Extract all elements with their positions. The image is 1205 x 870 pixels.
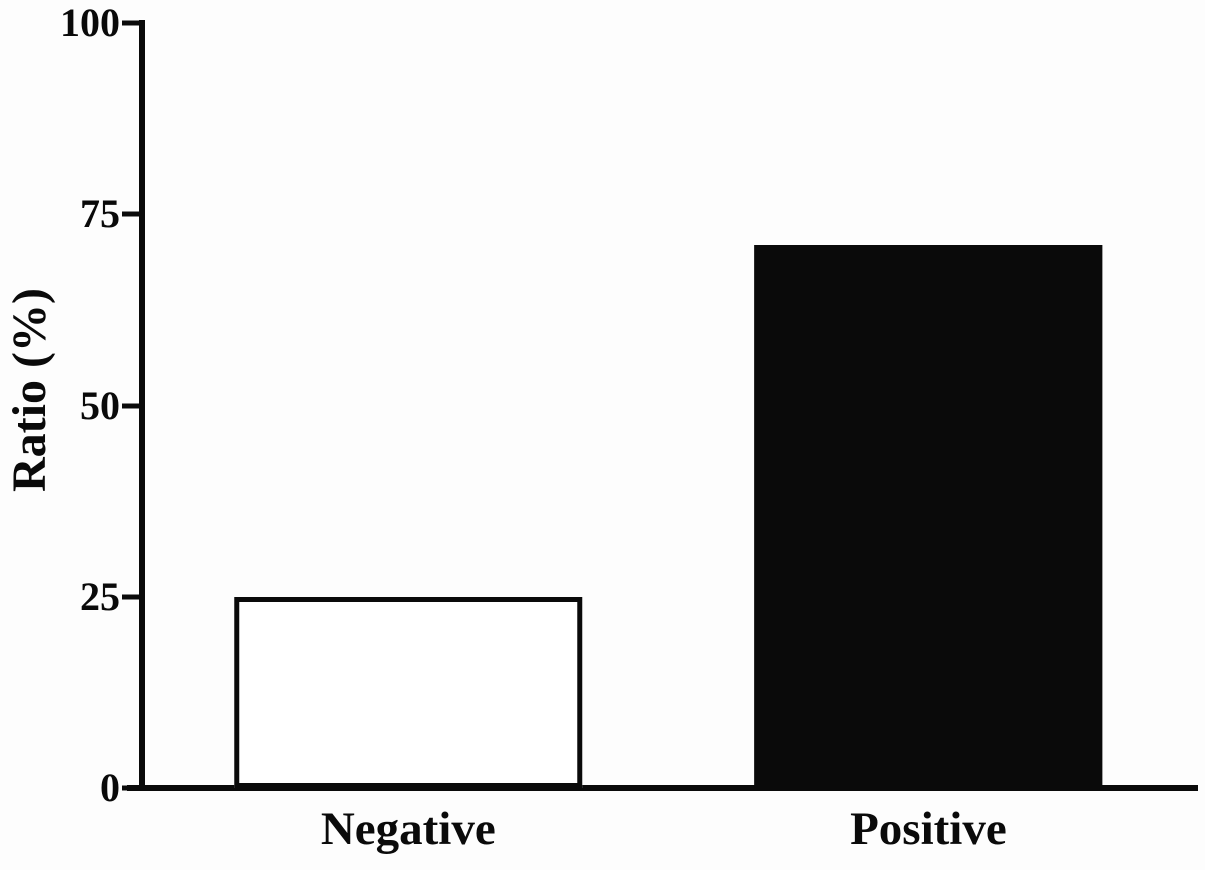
bar-positive bbox=[754, 244, 1103, 788]
y-tick-mark bbox=[122, 594, 141, 600]
y-tick-mark bbox=[122, 211, 141, 217]
y-axis-title: Ratio (%) bbox=[3, 288, 56, 492]
y-tick-label: 25 bbox=[80, 573, 120, 619]
y-tick-label: 100 bbox=[60, 0, 120, 45]
x-category-label: Negative bbox=[320, 803, 496, 855]
y-tick-label: 50 bbox=[80, 382, 120, 428]
bar-negative bbox=[234, 596, 582, 788]
y-tick-mark bbox=[122, 785, 141, 791]
y-tick-mark bbox=[122, 20, 141, 26]
y-tick-label: 75 bbox=[80, 191, 120, 237]
x-axis-labels: Negative Positive bbox=[145, 788, 1198, 870]
plot-area: 0 25 50 75 100 Negative Positive bbox=[60, 3, 1198, 855]
x-category-label: Positive bbox=[850, 803, 1007, 855]
y-tick-mark bbox=[122, 403, 141, 408]
x-axis-line bbox=[127, 785, 1198, 791]
y-axis-line bbox=[139, 20, 145, 791]
y-tick-label: 0 bbox=[100, 765, 120, 810]
